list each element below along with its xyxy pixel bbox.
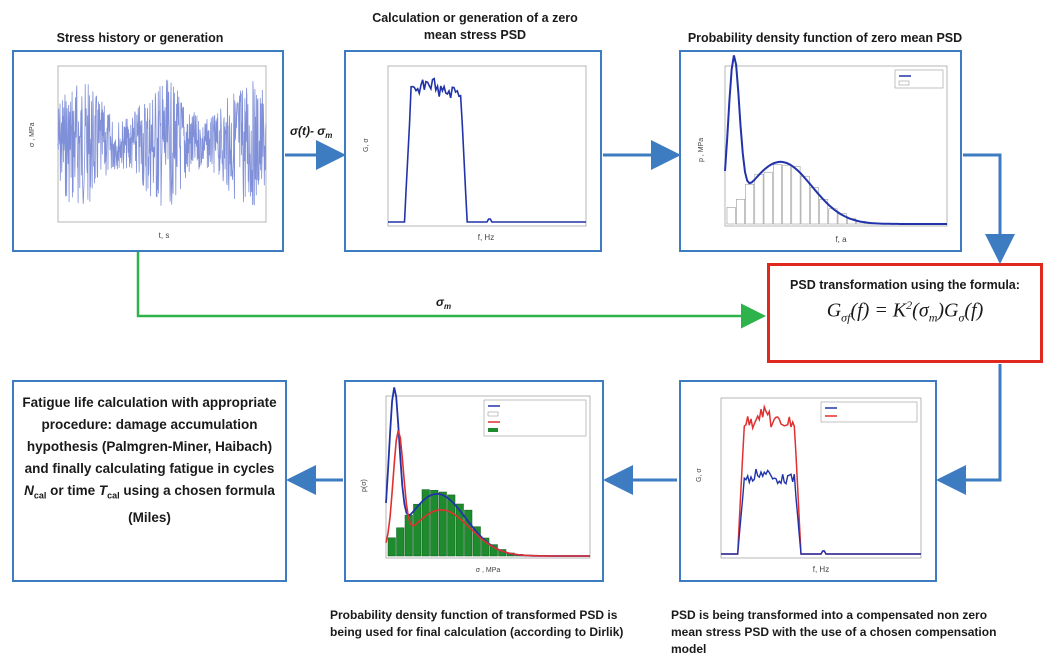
psd-transformation-box: PSD transformation using the formula: Gσ… — [767, 263, 1043, 363]
histogram-bar — [396, 527, 405, 557]
histogram-bar — [464, 509, 473, 557]
svg-text:G, σ: G, σ — [696, 468, 703, 482]
stress-history-plot: t, s σ , MPa — [29, 65, 267, 240]
svg-text:f, a: f, a — [835, 235, 847, 244]
histogram-bar — [387, 537, 396, 557]
histogram-bar — [736, 199, 745, 225]
label-zero-mean-psd: Calculation or generation of a zero mean… — [372, 11, 578, 42]
label-psd-transformed: PSD is being transformed into a compensa… — [671, 608, 997, 656]
svg-text:p(σ): p(σ) — [361, 479, 368, 492]
pdf-zero-mean-plot: f, a p , MPa — [698, 55, 948, 244]
arrow-sigma-m — [136, 252, 766, 329]
histogram-bar — [489, 544, 498, 557]
histogram-bar — [773, 164, 782, 225]
histogram-bar — [726, 207, 736, 225]
histogram-bar — [472, 526, 481, 557]
histogram-bar — [810, 187, 819, 225]
pdf-transformed-box: σ , MPa p(σ) — [344, 380, 604, 582]
label-stress-history: Stress history or generation — [56, 31, 224, 45]
histogram-bar — [421, 489, 430, 557]
psd-transformed-box: f, Hz G, σ — [679, 380, 937, 582]
zero-mean-psd-box: f, Hz G, σ — [344, 50, 602, 252]
histogram-bar — [430, 490, 439, 557]
psd-transformation-title: PSD transformation using the formula: — [790, 278, 1020, 292]
svg-text:t, s: t, s — [159, 231, 170, 240]
svg-text:σ , MPa: σ , MPa — [476, 567, 501, 574]
histogram-bar — [481, 537, 490, 557]
pdf-transformed-plot: σ , MPa p(σ) — [361, 387, 591, 574]
pdf-zero-mean-box: f, a p , MPa — [679, 50, 962, 252]
histogram-bar — [455, 503, 464, 557]
histogram-bar — [837, 213, 847, 225]
svg-text:f, Hz: f, Hz — [813, 565, 829, 574]
histogram-bar — [413, 503, 422, 557]
svg-text:σ , MPa: σ , MPa — [29, 122, 36, 147]
psd-transformation-formula: Gσf(f) = K2(σm)Gσ(f) — [826, 298, 984, 325]
histogram-bar — [763, 171, 773, 225]
histogram-bar — [800, 175, 810, 225]
histogram-bar — [745, 183, 755, 225]
histogram-bar — [782, 164, 792, 225]
arrow-transform-to-psd — [936, 364, 1002, 495]
svg-text:G, σ: G, σ — [363, 138, 370, 152]
label-pdf-zero-mean: Probability density function of zero mea… — [687, 31, 963, 45]
fatigue-life-text: Fatigue life calculation with appropriat… — [22, 395, 277, 525]
arrow-label-sigma-m: σm — [436, 295, 451, 311]
svg-text:p , MPa: p , MPa — [698, 138, 705, 162]
arrow-pdf-to-transform — [963, 153, 1015, 264]
svg-text:f, Hz: f, Hz — [478, 233, 494, 242]
histogram-bar — [447, 494, 456, 557]
zero-mean-psd-plot: f, Hz G, σ — [363, 65, 587, 242]
psd-transformed-plot: f, Hz G, σ — [696, 397, 922, 574]
label-pdf-transformed: Probability density function of transfor… — [330, 608, 624, 639]
histogram-bar — [791, 166, 801, 225]
stress-history-box: t, s σ , MPa — [12, 50, 284, 252]
histogram-bar — [438, 491, 447, 557]
arrow-label-sigma-minus: σ(t)- σm — [290, 124, 332, 140]
